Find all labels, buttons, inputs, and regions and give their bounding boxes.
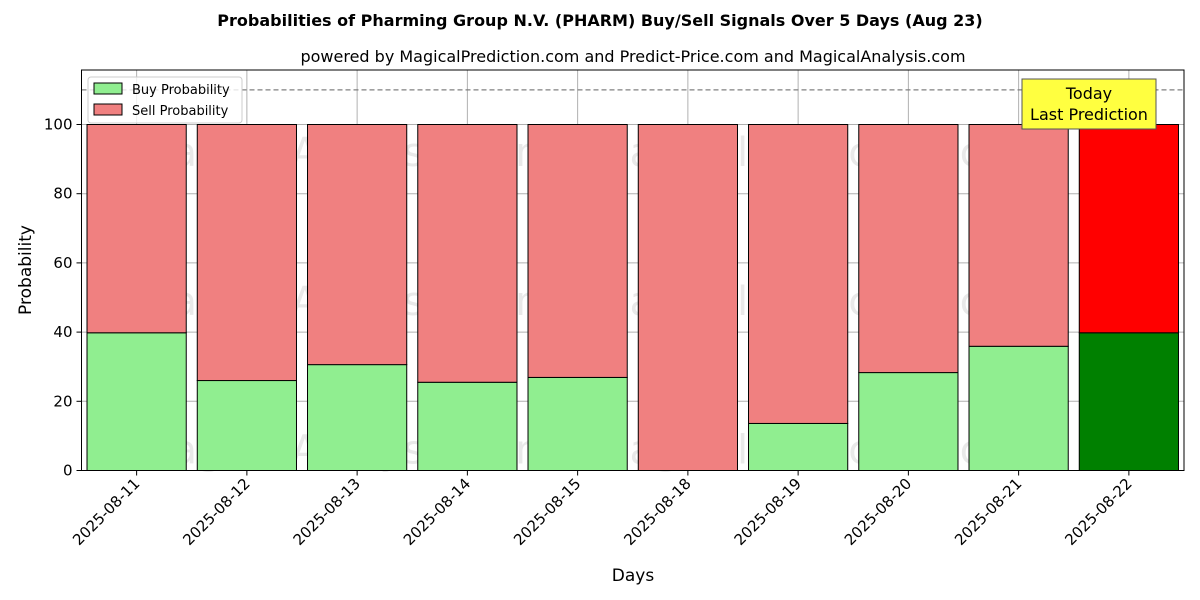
bars [86,124,1179,472]
x-tick-label: 2025-08-20 [841,475,915,549]
buy-bar-2025-08-19 [748,422,849,471]
chart-subtitle: powered by MagicalPrediction.com and Pre… [300,47,965,66]
buy-bar-2025-08-22 [1078,332,1179,471]
y-tick-label: 100 [44,116,73,134]
x-tick-label: 2025-08-12 [179,475,253,549]
buy-bar-2025-08-15 [527,376,628,471]
buy-bar-2025-08-11 [86,332,187,471]
today-annotation-line-1: Today [1065,84,1112,103]
y-axis-label: Probability [16,225,36,315]
x-tick-label: 2025-08-21 [951,475,1025,549]
plot-frame [81,69,1185,471]
x-tick-label: 2025-08-18 [620,475,694,549]
legend-label-buy: Buy Probability [132,83,230,98]
x-axis-label: Days [612,566,655,586]
sell-bar-2025-08-22 [1078,124,1179,334]
x-axis-ticks: 2025-08-11 2025-08-12 2025-08-13 2025-08-14… [69,470,1136,549]
x-tick-label: 2025-08-15 [510,475,584,549]
x-tick-label: 2025-08-11 [69,475,143,549]
today-annotation-line-2: Last Prediction [1030,105,1148,124]
sell-bar-2025-08-13 [307,124,408,366]
today-annotation-box [1021,78,1157,130]
today-annotation: Today Last Prediction [1021,78,1157,130]
chart-title: Probabilities of Pharming Group N.V. (PH… [217,11,982,30]
buy-bar-2025-08-12 [196,380,297,472]
y-tick-label: 20 [53,392,72,410]
sell-bar-2025-08-20 [858,124,959,374]
y-tick-label: 80 [53,185,72,203]
x-tick-label: 2025-08-22 [1061,475,1135,549]
sell-bar-2025-08-14 [417,124,518,383]
sell-bar-2025-08-18 [637,124,738,471]
y-axis-ticks: 0 20 40 60 80 100 [44,116,82,480]
buy-bar-2025-08-14 [417,381,518,471]
sell-bar-2025-08-15 [527,124,628,378]
buy-bar-2025-08-20 [858,372,959,471]
legend: Buy Probability Sell Probability [87,76,243,124]
x-tick-label: 2025-08-13 [290,475,364,549]
x-tick-label: 2025-08-19 [731,475,805,549]
sell-bar-2025-08-12 [196,124,297,382]
y-tick-label: 40 [53,323,72,341]
legend-swatch-sell [93,103,123,116]
buy-bar-2025-08-21 [968,345,1069,472]
legend-swatch-buy [93,82,123,95]
sell-bar-2025-08-19 [748,124,849,424]
y-tick-label: 0 [63,462,73,480]
legend-label-sell: Sell Probability [132,104,229,119]
sell-bar-2025-08-11 [86,124,187,334]
legend-box [87,76,243,124]
buy-bar-2025-08-13 [307,364,408,471]
sell-bar-2025-08-21 [968,124,1069,347]
x-tick-label: 2025-08-14 [400,475,474,549]
y-tick-label: 60 [53,254,72,272]
